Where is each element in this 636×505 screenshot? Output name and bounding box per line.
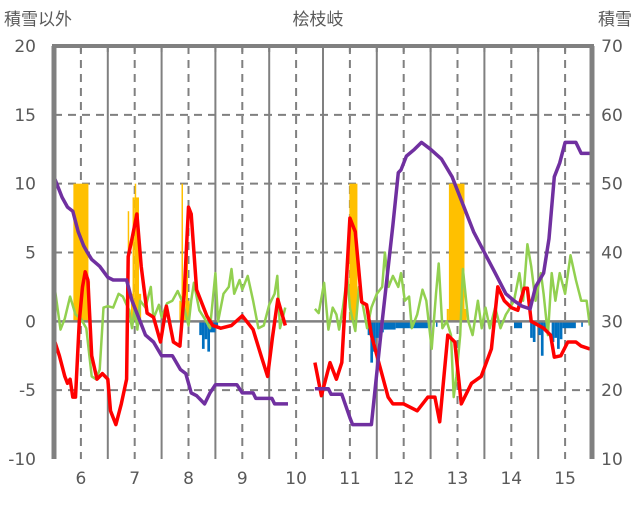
blue-bar — [383, 321, 396, 330]
x-tick-label: 13 — [447, 469, 469, 489]
orange-bar — [446, 308, 449, 322]
snow-depth-line — [52, 176, 288, 406]
y-left-tick-label: 0 — [25, 312, 36, 332]
orange-bar — [130, 293, 133, 322]
y-right-tick-label: 50 — [601, 175, 623, 195]
blue-bar — [559, 321, 563, 340]
orange-bar — [187, 300, 190, 322]
x-tick-label: 8 — [183, 469, 194, 489]
blue-bar — [581, 321, 583, 327]
right-axis-label: 積雪 — [598, 10, 632, 30]
x-tick-label: 11 — [339, 469, 361, 489]
blue-bar — [532, 321, 536, 342]
y-left-tick-label: 20 — [14, 37, 36, 57]
y-right-tick-label: 60 — [601, 106, 623, 126]
blue-bar — [551, 321, 555, 342]
red-series-line — [313, 216, 591, 424]
blue-bar — [409, 321, 428, 329]
blue-bar — [204, 321, 208, 340]
x-tick-label: 14 — [500, 469, 522, 489]
orange-bar — [448, 183, 465, 322]
blue-bar — [562, 321, 576, 329]
left-axis-label: 積雪以外 — [4, 10, 72, 30]
blue-bar — [395, 321, 410, 329]
y-right-tick-label: 20 — [601, 381, 623, 401]
orange-bar — [349, 183, 358, 322]
blue-bar — [538, 321, 541, 336]
blue-bar — [554, 321, 558, 338]
x-tick-label: 12 — [393, 469, 415, 489]
orange-bar — [135, 197, 140, 322]
blue-bar — [207, 321, 211, 352]
tick-labels: 6 7 8 9 10 11 12 13 14 1520151050-5-1070605040302… — [8, 37, 623, 489]
orange-bar — [134, 183, 137, 322]
orange-bar — [185, 252, 188, 322]
blue-bar — [557, 321, 560, 349]
blue-bar — [201, 321, 205, 349]
x-tick-label: 6 — [75, 469, 86, 489]
y-left-tick-label: -10 — [8, 450, 36, 470]
orange-bar — [73, 183, 89, 322]
y-left-tick-label: 5 — [25, 244, 36, 264]
orange-bar — [464, 308, 467, 322]
lines — [52, 140, 592, 427]
x-tick-label: 9 — [237, 469, 248, 489]
orange-bar — [181, 183, 184, 322]
y-right-tick-label: 70 — [601, 37, 623, 57]
y-left-tick-label: -5 — [19, 381, 36, 401]
blue-bar — [373, 321, 376, 352]
y-right-tick-label: 40 — [601, 244, 623, 264]
y-right-tick-label: 30 — [601, 312, 623, 332]
red-series-line — [52, 205, 287, 427]
x-tick-label: 15 — [554, 469, 576, 489]
chart-title: 桧枝岐 — [293, 10, 344, 30]
y-right-tick-label: 10 — [601, 450, 623, 470]
blue-bar — [435, 321, 438, 327]
x-tick-label: 10 — [285, 469, 307, 489]
y-left-tick-label: 10 — [14, 175, 36, 195]
blue-bar — [199, 321, 202, 336]
blue-bar — [513, 321, 523, 329]
x-tick-label: 7 — [129, 469, 140, 489]
orange-bar — [179, 300, 182, 322]
blue-bar — [530, 321, 533, 338]
blue-bar — [540, 321, 544, 356]
blue-bar — [375, 321, 379, 338]
snow-depth-line — [314, 140, 590, 427]
orange-bar — [132, 197, 135, 322]
blue-bar — [215, 321, 219, 327]
frame — [51, 44, 595, 459]
y-left-tick-label: 15 — [14, 106, 36, 126]
